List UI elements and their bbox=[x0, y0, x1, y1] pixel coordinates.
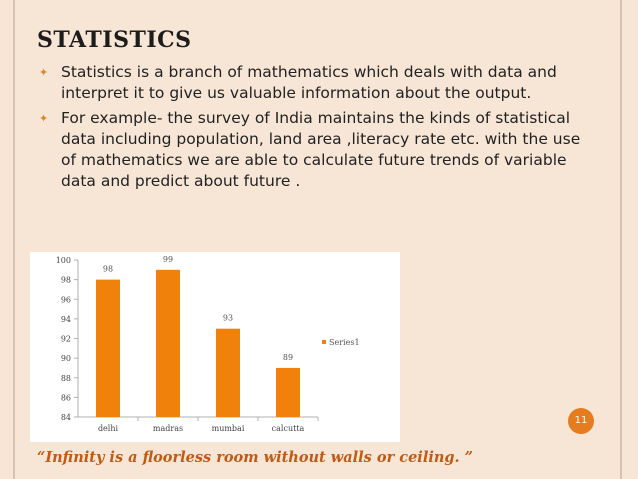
bar-chart-svg: 84 86 88 90 92 94 96 98 100 98 delhi 99 madras 93 mumb… bbox=[30, 252, 400, 442]
bullet-item: ✦ For example- the survey of India maint… bbox=[37, 108, 597, 192]
y-tick-label: 100 bbox=[56, 256, 71, 265]
y-tick-label: 86 bbox=[61, 393, 71, 402]
footer-quote: “Infinity is a floorless room without wa… bbox=[37, 449, 473, 466]
bullet-text: Statistics is a branch of mathematics wh… bbox=[61, 63, 557, 102]
bullet-item: ✦ Statistics is a branch of mathematics … bbox=[37, 62, 597, 104]
bullet-text: For example- the survey of India maintai… bbox=[61, 109, 581, 190]
y-tick-label: 98 bbox=[61, 276, 71, 285]
x-tick-label: mumbai bbox=[212, 424, 245, 433]
bar bbox=[96, 279, 120, 417]
diamond-bullet-icon: ✦ bbox=[39, 66, 49, 79]
y-tick-label: 84 bbox=[61, 413, 71, 422]
bullet-list: ✦ Statistics is a branch of mathematics … bbox=[37, 62, 597, 196]
data-label: 98 bbox=[103, 265, 113, 274]
y-tick-label: 88 bbox=[61, 374, 71, 383]
data-label: 93 bbox=[223, 314, 233, 323]
y-tick-label: 94 bbox=[61, 315, 71, 324]
y-tick-label: 90 bbox=[61, 354, 71, 363]
slide-border-left bbox=[13, 0, 15, 479]
bar bbox=[156, 269, 180, 417]
legend-label: Series1 bbox=[329, 338, 360, 347]
legend-swatch bbox=[322, 340, 326, 344]
x-tick-label: calcutta bbox=[272, 424, 305, 433]
slide-title: STATISTICS bbox=[37, 27, 192, 53]
x-tick-label: madras bbox=[153, 424, 183, 433]
data-label: 99 bbox=[163, 255, 173, 264]
y-tick-label: 96 bbox=[61, 295, 71, 304]
data-label: 89 bbox=[283, 353, 293, 362]
bar-chart: 84 86 88 90 92 94 96 98 100 98 delhi 99 madras 93 mumb… bbox=[30, 252, 400, 442]
y-tick-label: 92 bbox=[61, 335, 71, 344]
bar bbox=[216, 328, 240, 417]
diamond-bullet-icon: ✦ bbox=[39, 112, 49, 125]
chart-background bbox=[30, 252, 400, 442]
slide-border-right bbox=[620, 0, 622, 479]
bar bbox=[276, 367, 300, 417]
page-number-badge: 11 bbox=[568, 408, 594, 434]
x-tick-label: delhi bbox=[98, 424, 119, 433]
